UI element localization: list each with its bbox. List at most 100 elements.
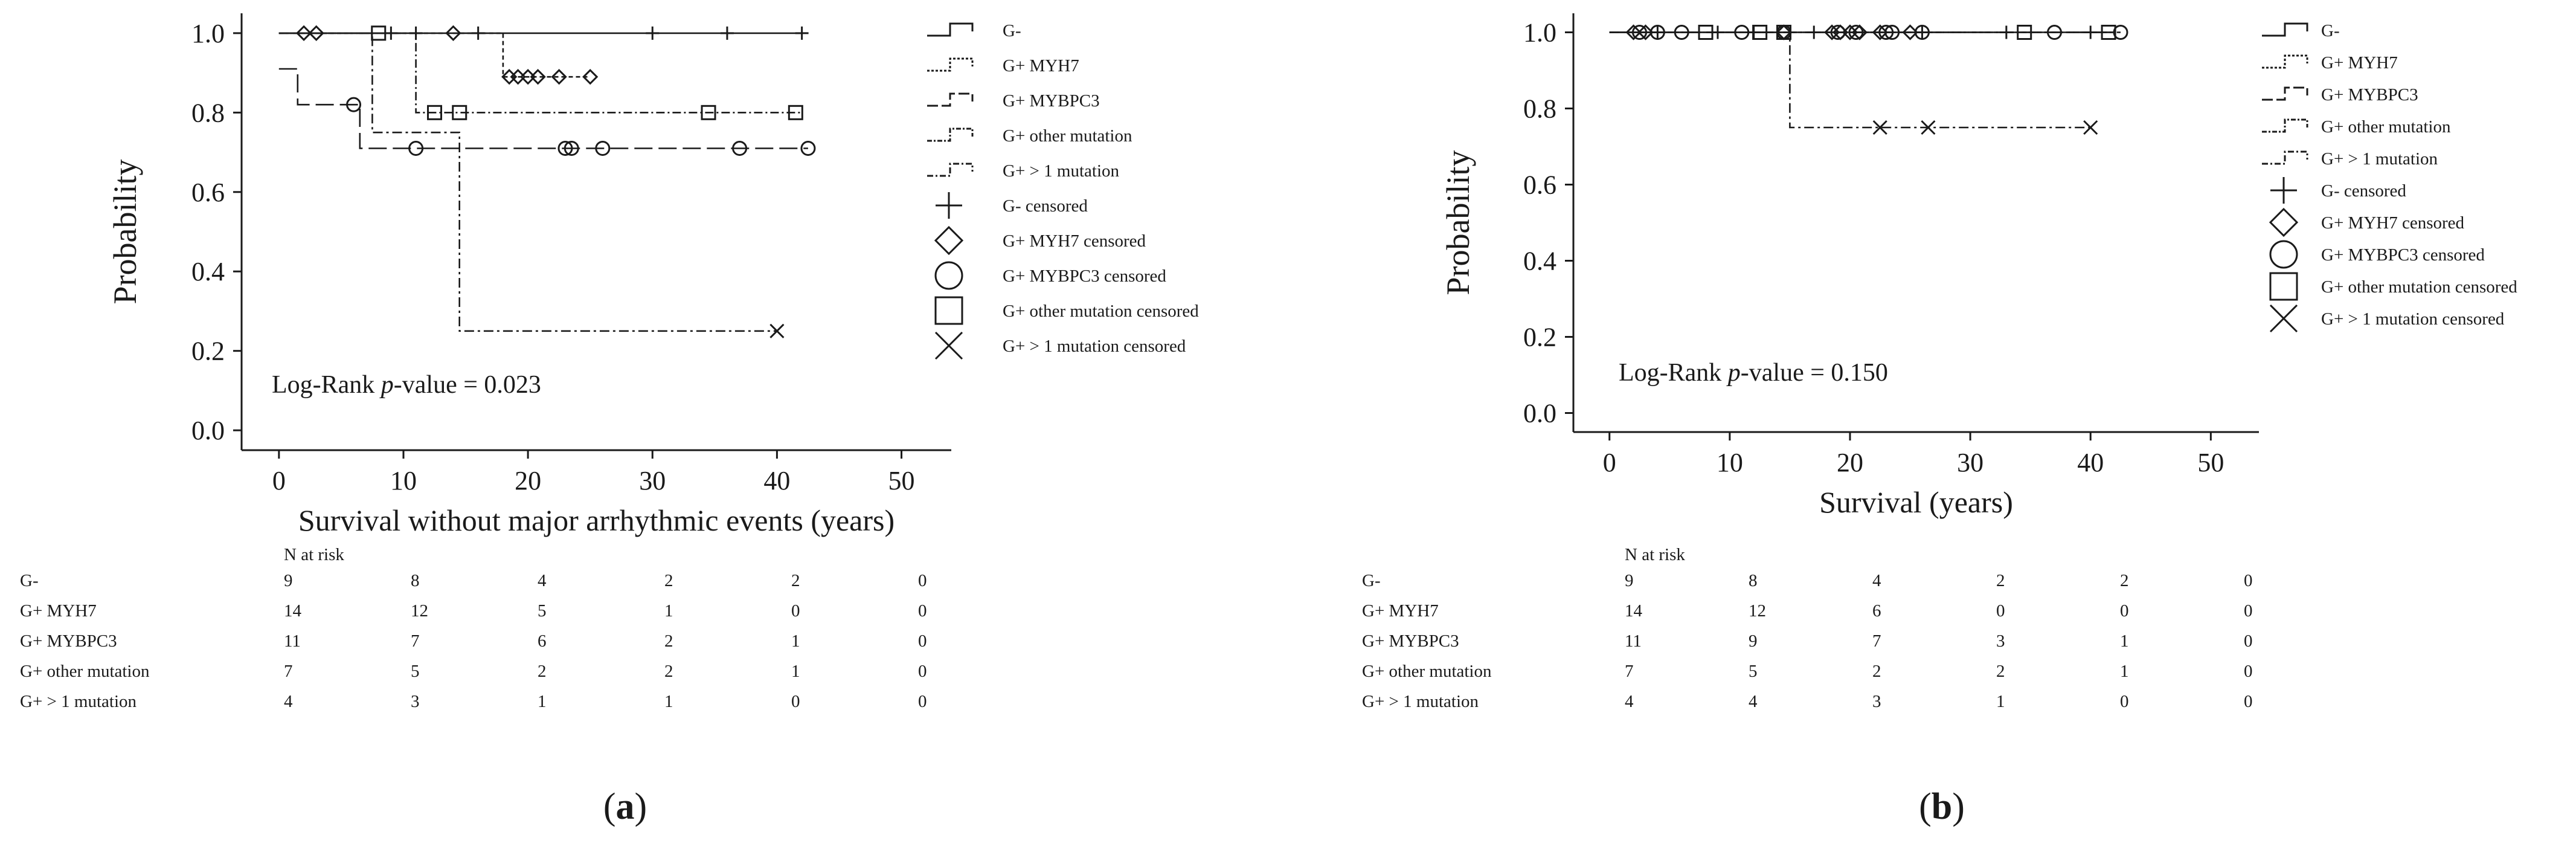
annotation-suffix: -value = 0.023: [394, 371, 541, 399]
censor-mark-diamond: [1872, 24, 1888, 40]
annotation-italic: p: [379, 371, 394, 399]
risk-table-group: G-: [20, 571, 39, 590]
risk-table-group: G+ other mutation: [20, 662, 150, 681]
risk-table-cell: 0: [1996, 601, 2005, 621]
legend-plus-icon: [936, 192, 962, 219]
risk-table-cell: 2: [791, 571, 800, 590]
y-tick-label: 0.2: [191, 337, 225, 366]
series-line: [278, 32, 777, 332]
risk-table-cell: 4: [538, 571, 547, 590]
censor-mark-circle: [557, 140, 573, 156]
risk-table-cell: 4: [1625, 692, 1634, 711]
censor-mark-circle: [595, 140, 611, 156]
risk-table-group: G+ MYBPC3: [20, 631, 117, 651]
censor-mark-diamond: [295, 25, 312, 41]
panel-label: (a): [603, 786, 647, 827]
legend-line-icon: [2262, 54, 2308, 69]
censor-mark-circle: [346, 97, 362, 112]
censor-mark-square: [2017, 25, 2032, 40]
risk-table-cell: 9: [1625, 571, 1634, 590]
risk-table-cell: 7: [1872, 631, 1881, 651]
risk-table-cell: 0: [918, 662, 927, 681]
risk-table-cell: 2: [664, 662, 673, 681]
censor-mark-square: [2101, 25, 2116, 40]
risk-table-cell: 7: [411, 631, 420, 651]
legend-label: G+ other mutation: [2321, 117, 2451, 137]
risk-table-cell: 1: [791, 631, 800, 651]
risk-table-cell: 5: [1749, 662, 1758, 681]
series-5: [278, 32, 785, 338]
censor-mark-diamond: [1625, 24, 1642, 40]
risk-table-group: G+ > 1 mutation: [1362, 692, 1479, 711]
risk-table-group: G-: [1362, 571, 1381, 590]
risk-table-cell: 6: [1872, 601, 1881, 621]
legend-line-icon: [927, 92, 974, 107]
censor-mark-x-b: [2083, 120, 2098, 135]
risk-table-cell: 2: [538, 662, 547, 681]
censor-mark-circle: [732, 140, 748, 156]
risk-table-group: G+ MYBPC3: [1362, 631, 1459, 651]
legend-square-icon: [934, 296, 963, 325]
risk-table-cell: 0: [2244, 662, 2253, 681]
annotation-prefix: Log-Rank: [272, 371, 381, 399]
x-tick-label: 10: [1717, 448, 1743, 477]
series-line: [278, 32, 591, 78]
y-axis-label: Probability: [1440, 150, 1476, 295]
y-tick-label: 1.0: [191, 19, 225, 48]
risk-table-cell: 1: [538, 692, 547, 711]
risk-table-cell: 0: [791, 601, 800, 621]
risk-table-cell: 14: [284, 601, 302, 621]
censor-mark-diamond: [530, 69, 546, 85]
risk-table-cell: 2: [664, 571, 673, 590]
legend-line-icon: [927, 57, 974, 72]
legend-circle-icon: [2269, 240, 2298, 269]
censor-mark-circle: [800, 140, 816, 156]
risk-table-cell: 2: [2120, 571, 2129, 590]
y-tick-label: 0.6: [1523, 170, 1556, 200]
risk-table-cell: 2: [664, 631, 673, 651]
series-5: [1609, 31, 2098, 135]
legend-label: G+ MYH7 censored: [2321, 213, 2465, 233]
censor-mark-x: [2083, 120, 2098, 135]
legend-circle-icon: [934, 261, 963, 290]
y-tick-label: 0.4: [191, 257, 225, 286]
legend-label: G+ MYBPC3: [2321, 85, 2418, 105]
legend-label: G+ MYH7 censored: [1003, 231, 1146, 251]
logrank-annotation: Log-Rank p-value = 0.023: [272, 371, 541, 399]
risk-table-header: N at risk: [1625, 545, 1685, 564]
risk-table-cell: 0: [918, 692, 927, 711]
legend-line-icon: [927, 22, 974, 37]
risk-table-cell: 2: [1872, 662, 1881, 681]
legend-x-icon-b: [2269, 304, 2298, 333]
legend: G- G+ MYH7 G+ MYBPC3 G+ other mutation G+ > …: [2262, 21, 2517, 333]
legend-line-icon: [927, 163, 974, 177]
legend-diamond-icon: [934, 225, 964, 256]
y-tick-label: 0.0: [191, 416, 225, 445]
legend-label: G+ > 1 mutation: [1003, 161, 1120, 181]
risk-table-cell: 9: [284, 571, 293, 590]
legend-label: G- censored: [2321, 181, 2406, 201]
x-tick-label: 10: [390, 466, 417, 495]
risk-table-cell: 7: [1625, 662, 1634, 681]
censor-mark-plus: [646, 26, 660, 40]
x-tick-label: 0: [1603, 448, 1616, 477]
risk-table-cell: 5: [538, 601, 547, 621]
risk-table-cell: 0: [2120, 601, 2129, 621]
censor-mark-square: [701, 105, 716, 120]
x-axis-label: Survival without major arrhythmic events…: [298, 503, 895, 537]
censor-mark-square: [452, 105, 467, 120]
panel-label-close: ): [1952, 786, 1965, 827]
risk-table-cell: 3: [1872, 692, 1881, 711]
censor-mark-square: [788, 105, 803, 120]
censor-mark-plus: [720, 26, 734, 40]
risk-table-group: G+ MYH7: [20, 601, 97, 621]
x-axis-label: Survival (years): [1819, 485, 2013, 519]
risk-table-cell: 12: [411, 601, 428, 621]
risk-table-cell: 0: [791, 692, 800, 711]
risk-table-cell: 2: [1996, 662, 2005, 681]
legend: G- G+ MYH7 G+ MYBPC3 G+ other mutation G+ > …: [927, 21, 1199, 360]
x-tick-label: 50: [2197, 448, 2224, 477]
